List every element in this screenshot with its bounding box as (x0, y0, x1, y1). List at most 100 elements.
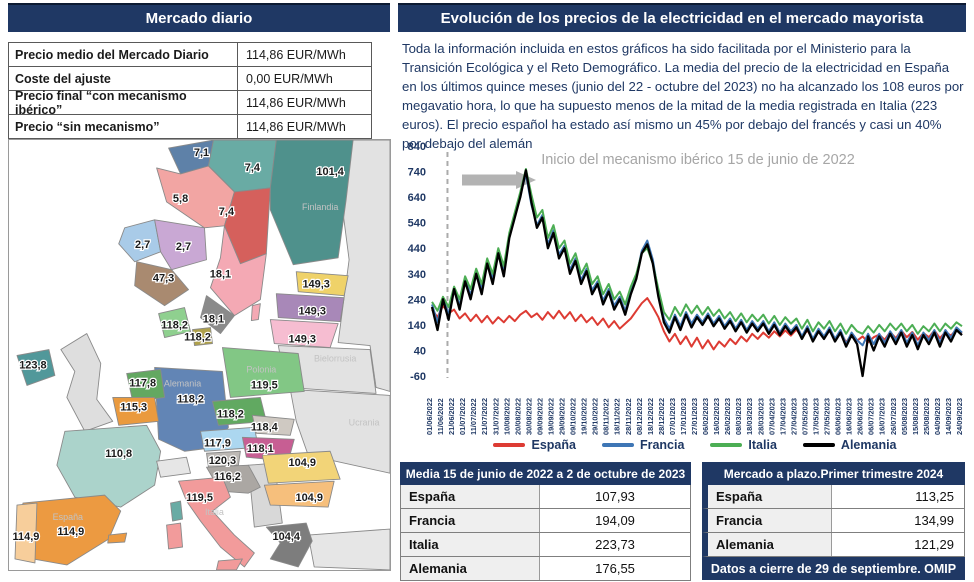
map-region-portugal (14, 502, 38, 564)
x-axis-tick: 08/03/2023 (734, 398, 743, 435)
map-region-sicily (216, 558, 243, 571)
table-footer: Datos a cierre de 29 de septiembre. OMIP (702, 557, 965, 580)
x-axis-tick: 17/05/2023 (811, 398, 820, 435)
x-axis-tick: 31/07/2022 (491, 398, 500, 435)
map-price-label-estonia: 149,3 (302, 279, 329, 291)
x-axis-tick: 04/09/2023 (933, 398, 942, 435)
y-axis-tick: 340 (408, 269, 426, 281)
map-region-sardinia (166, 522, 183, 550)
map-price-label-sweden-south: 18,1 (210, 269, 231, 281)
map-watermark: España (53, 512, 83, 522)
map-region-denmark (158, 307, 191, 338)
x-axis-tick: 01/06/2022 (425, 398, 434, 435)
table-row: Alemania 176,55 (400, 557, 691, 581)
series-line-alemania (430, 169, 963, 378)
map-region-norway-west (118, 219, 162, 263)
country-label: Francia (708, 509, 832, 532)
table-row: Italia 223,73 (400, 533, 691, 557)
row-label: Coste del ajuste (15, 71, 111, 86)
map-watermark: Bielorrusia (314, 353, 356, 363)
series-line-italia (431, 168, 963, 335)
futures-price-table: Mercado a plazo.Primer trimestre 2024 Es… (702, 462, 965, 580)
x-axis-tick: 11/06/2022 (436, 398, 445, 435)
map-region-turkey (307, 528, 391, 571)
table-row: Precio “sin mecanismo” 114,86 EUR/MWh (9, 115, 371, 139)
map-price-label-germany: 118,2 (177, 393, 204, 405)
right-title-bar: Evolución de los precios de la electrici… (398, 3, 966, 32)
map-region-belgium (112, 396, 160, 426)
legend-item-francia: Francia (601, 438, 684, 452)
map-region-gotland (250, 303, 261, 322)
legend-swatch-icon (802, 443, 835, 447)
legend-label: Italia (748, 438, 777, 452)
series-line-españa (431, 297, 963, 351)
map-price-label-austria: 117,9 (204, 437, 231, 449)
map-region-corsica (170, 500, 183, 522)
map-price-label-norway-south: 47,3 (153, 273, 174, 285)
map-price-label-slovakia: 118,4 (251, 421, 279, 433)
europe-price-map: Finlandia Bielorrusia Ucrania Polonia Aleman… (8, 139, 391, 571)
map-price-label-greece: 104,4 (273, 531, 301, 543)
map-watermark: Italia (205, 507, 224, 517)
country-label: Alemania (708, 533, 832, 556)
map-price-label-poland: 119,5 (251, 379, 278, 391)
legend-item-italia: Italia (710, 438, 777, 452)
map-region-netherlands (126, 369, 166, 402)
table-row: Francia 194,09 (400, 509, 691, 533)
y-axis-tick: 40 (414, 345, 426, 357)
map-region-norway-south (134, 261, 189, 307)
country-value: 194,09 (539, 509, 690, 532)
map-price-label-belgium: 115,3 (120, 401, 147, 413)
average-price-table: Media 15 de junio de 2022 a 2 de octubre… (400, 462, 691, 581)
x-axis-tick: 19/09/2022 (546, 398, 555, 435)
map-price-label-sweden-mid: 7,4 (219, 206, 235, 218)
map-price-label-denmark: 118,2 (161, 320, 188, 332)
x-axis-tick: 27/05/2023 (823, 398, 832, 435)
map-price-label-romania: 104,9 (289, 457, 316, 469)
table-row: Francia 134,99 (702, 509, 965, 533)
x-axis-tick: 25/08/2023 (922, 398, 931, 435)
x-axis-tick: 15/08/2023 (911, 398, 920, 435)
country-value: 107,93 (539, 485, 690, 508)
europe-map-svg: Finlandia Bielorrusia Ucrania Polonia Aleman… (11, 139, 391, 571)
map-price-label-sweden-tip: 18,1 (203, 314, 224, 326)
map-region-estonia (295, 271, 349, 297)
intro-paragraph: Toda la información incluida en estos gr… (402, 41, 964, 151)
legend-swatch-icon (710, 443, 743, 447)
x-axis-tick: 08/12/2022 (635, 398, 644, 435)
map-region-ireland (16, 349, 56, 386)
map-watermark: Ucrania (349, 417, 380, 427)
x-axis-tick: 06/02/2023 (701, 398, 710, 435)
map-region-italy (178, 476, 255, 568)
map-price-label-italy: 119,5 (186, 492, 213, 504)
x-axis-tick: 01/07/2022 (458, 398, 467, 435)
country-label: Italia (401, 533, 540, 556)
y-axis-tick: 840 (408, 141, 426, 153)
table-header: Media 15 de junio de 2022 a 2 de octubre… (400, 462, 691, 485)
map-price-label-slovenia: 120,3 (209, 455, 236, 467)
x-axis-tick: 18/03/2023 (745, 398, 754, 435)
x-axis-tick: 08/11/2022 (602, 398, 611, 435)
chart-annotation: Inicio del mecanismo ibérico 15 de junio… (541, 152, 855, 168)
map-region-france (56, 424, 162, 508)
y-axis-tick: 540 (408, 218, 426, 230)
x-axis-tick: 29/09/2022 (558, 398, 567, 435)
x-axis-tick: 28/12/2022 (657, 398, 666, 435)
map-region-slovakia (251, 414, 295, 436)
country-label: Alemania (401, 557, 540, 580)
x-axis-tick: 20/08/2022 (513, 398, 522, 435)
x-axis-tick: 05/08/2023 (900, 398, 909, 435)
x-axis-tick: 07/01/2023 (668, 398, 677, 435)
x-axis-tick: 28/03/2023 (756, 398, 765, 435)
legend-swatch-icon (601, 443, 634, 447)
price-evolution-chart-svg: 840 740 640 540 440 340 240 140 40 -60 Inicio del … (408, 141, 964, 435)
map-price-label-finland: 101,4 (316, 166, 344, 178)
map-price-label-croatia: 116,2 (214, 471, 241, 483)
row-value: 114,86 EUR/MWh (237, 115, 371, 138)
row-value: 114,86 EUR/MWh (237, 43, 371, 66)
table-row: España 107,93 (400, 485, 691, 509)
map-region-romania (261, 450, 341, 484)
x-axis-tick: 17/04/2023 (778, 398, 787, 435)
country-value: 176,55 (539, 557, 690, 580)
map-region-poland (221, 347, 305, 398)
